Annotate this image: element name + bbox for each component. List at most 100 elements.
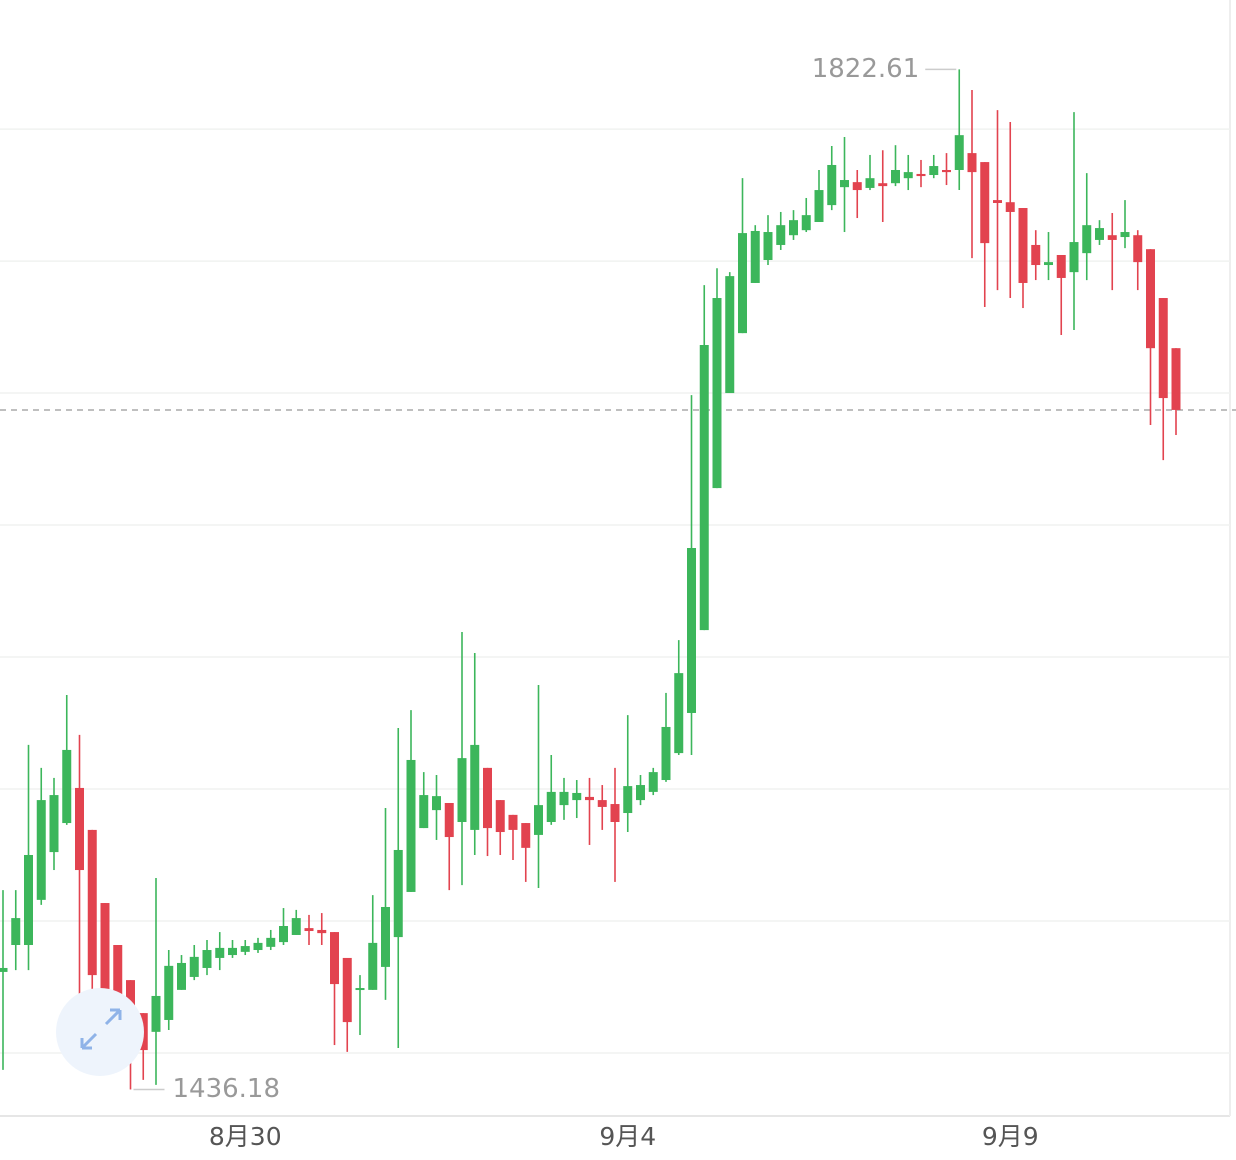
candle-body <box>87 829 97 976</box>
candle-body <box>11 918 21 946</box>
candle-body <box>1158 298 1168 399</box>
max-label: 1822.61 <box>812 54 920 84</box>
candle-body <box>177 962 186 990</box>
candle-body <box>444 802 454 838</box>
candle-body <box>801 215 811 231</box>
candle-body <box>151 995 161 1032</box>
candle-body <box>483 767 492 829</box>
candle-body <box>266 937 276 947</box>
candle-body <box>993 200 1002 203</box>
candle-body <box>49 795 59 853</box>
candle-body <box>495 800 505 833</box>
candle-body <box>189 956 199 977</box>
candle-body <box>661 726 671 781</box>
candle-body <box>789 220 798 236</box>
candle-body <box>164 965 174 1020</box>
candle-body <box>406 759 416 892</box>
candle-body <box>763 232 773 261</box>
candle-body <box>725 276 735 394</box>
candle-body <box>585 796 594 801</box>
candle-body <box>1146 249 1155 349</box>
candle-body <box>100 903 110 990</box>
candle-body <box>929 166 939 176</box>
candle-body <box>1171 348 1181 410</box>
candle-body <box>674 673 684 754</box>
candle-body <box>738 233 747 334</box>
candle-body <box>852 182 862 191</box>
candle-body <box>291 918 301 935</box>
candle-body <box>967 153 977 173</box>
candle-body <box>393 849 403 938</box>
candle-body <box>304 928 314 932</box>
candle-body <box>62 749 72 824</box>
candle-body <box>1031 244 1041 266</box>
candle-body <box>75 787 84 871</box>
candle-body <box>24 854 33 946</box>
candle-body <box>432 796 441 811</box>
candle-body <box>228 947 237 956</box>
candle-body <box>648 772 658 792</box>
candle-body <box>113 945 123 1009</box>
candle-body <box>916 173 926 177</box>
candle-body <box>814 190 824 222</box>
candle-body <box>636 785 645 801</box>
zoom-button-bg[interactable] <box>56 988 144 1076</box>
candle-body <box>470 744 480 830</box>
candle-body <box>215 947 225 958</box>
candle-body <box>279 925 288 943</box>
candle-body <box>559 791 569 806</box>
candle-body <box>508 814 518 830</box>
candle-body <box>699 345 709 631</box>
candle-body <box>1044 262 1053 266</box>
candles <box>0 69 1181 1090</box>
candle-body <box>1082 225 1092 254</box>
candle-body <box>1069 242 1079 273</box>
candle-body <box>1095 228 1104 240</box>
candle-body <box>891 169 900 184</box>
candle-body <box>1120 232 1130 238</box>
candle-body <box>1018 208 1028 283</box>
candle-body <box>202 950 212 968</box>
x-tick-label: 8月30 <box>209 1122 282 1151</box>
min-label: 1436.18 <box>173 1074 281 1104</box>
candle-body <box>534 805 543 835</box>
candle-body <box>355 988 365 991</box>
candle-body <box>1056 254 1066 278</box>
candle-body <box>1107 235 1117 240</box>
candle-body <box>419 795 429 829</box>
candle-body <box>36 800 46 900</box>
candle-body <box>878 183 888 187</box>
x-tick-label: 9月4 <box>599 1122 656 1151</box>
candle-body <box>330 932 339 985</box>
candle-body <box>317 929 327 934</box>
candle-body <box>597 800 607 807</box>
candle-body <box>546 791 556 822</box>
candle-body <box>750 230 760 283</box>
candle-body <box>610 804 620 822</box>
candle-body <box>942 169 951 173</box>
candle-body <box>368 942 378 990</box>
candle-body <box>980 162 990 244</box>
zoom-icon[interactable] <box>80 1008 122 1050</box>
candle-body <box>712 298 722 489</box>
zoom-button[interactable] <box>56 988 144 1076</box>
x-tick-label: 9月9 <box>982 1122 1039 1151</box>
candle-body <box>954 135 964 170</box>
candle-body <box>1005 202 1015 212</box>
candle-body <box>687 547 696 713</box>
candle-body <box>457 758 467 822</box>
candle-body <box>827 164 837 206</box>
candle-body <box>840 180 849 188</box>
candle-body <box>572 792 582 801</box>
candle-body <box>381 906 390 967</box>
candle-body <box>521 823 531 848</box>
candle-body <box>1133 235 1143 263</box>
candle-body <box>903 172 913 179</box>
candle-body <box>623 786 633 814</box>
candle-body <box>240 946 250 952</box>
candle-body <box>865 178 875 188</box>
candle-body <box>776 225 786 245</box>
candle-body <box>0 967 8 972</box>
